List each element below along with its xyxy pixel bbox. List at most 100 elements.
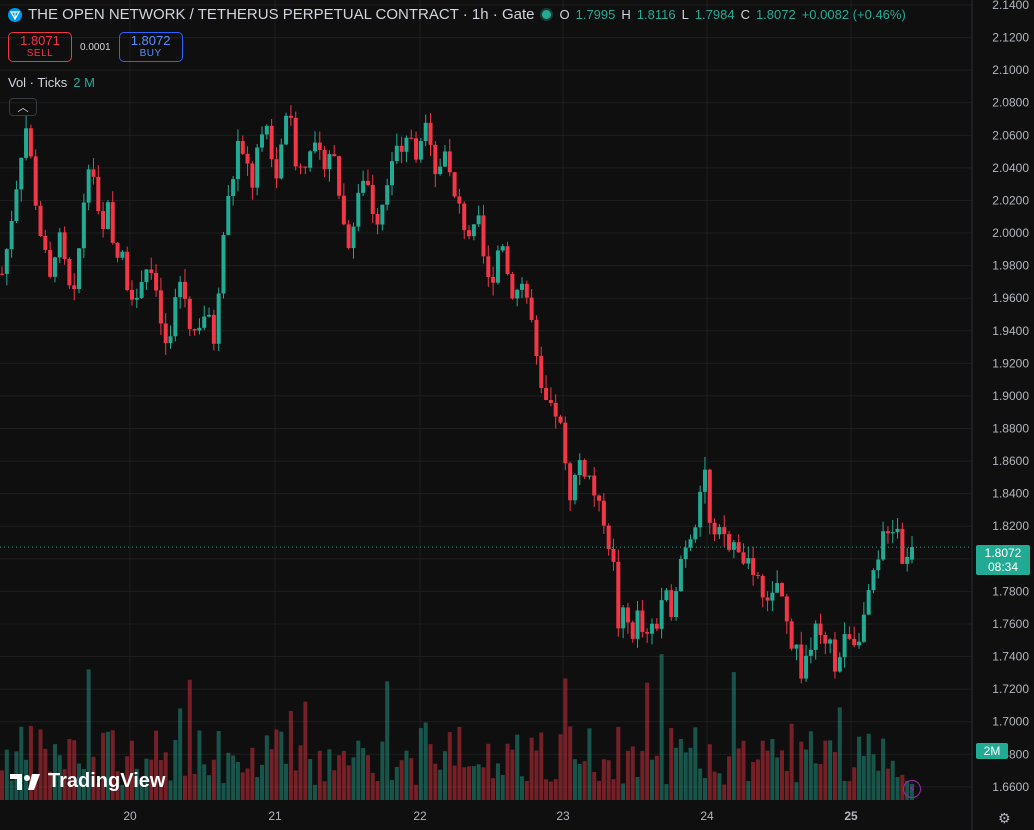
volume-bar [28,725,33,800]
candle-body [274,159,279,179]
x-tick-label: 24 [700,809,714,823]
high-label: H [621,7,631,22]
y-tick-label: 2.1200 [992,31,1029,45]
chevron-up-icon: ︿ [17,102,29,114]
candle-body [250,163,255,188]
candle-body [616,561,621,629]
candle-body [197,327,202,331]
volume-bar [780,750,784,800]
market-status-icon[interactable] [540,8,554,21]
volume-bar [91,756,96,800]
symbol-header: THE OPEN NETWORK / TETHERUS PERPETUAL CO… [8,6,906,23]
volume-bar [447,732,452,800]
candle-body [645,632,650,634]
volume-bar [284,763,289,800]
volume-bar [337,755,342,800]
candle-body [308,151,313,168]
candle-body [563,422,568,464]
volume-bar [390,779,394,800]
candle-body [568,463,573,501]
volume-bar [139,780,144,800]
volume-bar [231,755,236,800]
volume-legend[interactable]: Vol · Ticks 2 M [8,75,95,90]
volume-bar [881,738,886,800]
buy-button[interactable]: 1.8072 BUY [118,32,183,62]
lightning-icon[interactable]: ⚡ [903,780,921,798]
candle-body [683,547,688,560]
volume-bar [702,777,707,800]
candle-body [895,528,900,533]
candle-body [837,657,842,672]
candle-body [544,387,549,401]
sell-button[interactable]: 1.8071 SELL [8,32,72,62]
settings-gear-icon[interactable]: ⚙ [998,810,1011,826]
symbol-title[interactable]: THE OPEN NETWORK / TETHERUS PERPETUAL CO… [28,6,535,23]
volume-bar [645,682,650,800]
volume-bar [650,759,654,800]
volume-bar [442,751,447,800]
x-tick-label: 23 [556,809,570,823]
volume-bar [548,781,553,800]
candle-body [832,639,837,672]
candle-body [24,128,29,158]
volume-bar [717,773,722,800]
y-tick-label: 2.0200 [992,193,1029,207]
candle-body [361,180,366,193]
volume-bar [202,764,207,800]
volume-bar [182,775,187,800]
candle-body [192,329,197,331]
volume-bar [544,779,549,800]
candle-body [693,527,698,540]
volume-bar [823,740,828,800]
volume-bar [621,783,626,800]
volume-bar [414,784,419,800]
volume-bar [322,781,327,800]
tradingview-wordmark: TradingView [48,770,166,792]
volume-bar [81,768,86,800]
volume-bar [601,759,606,800]
candle-body [356,192,361,227]
candle-body [211,314,216,344]
volume-bar [852,767,857,800]
candle-body [216,293,221,344]
volume-bar [486,743,491,800]
candle-body [399,145,404,152]
volume-bar [125,756,130,800]
y-tick-label: 1.8800 [992,422,1029,436]
volume-bar [197,730,202,800]
candle-body [365,180,370,185]
candle-body [717,527,722,535]
candle-body [890,532,895,534]
volume-bar [582,761,587,800]
ton-coin-icon [8,7,22,22]
candle-body [746,558,751,564]
volume-bar [755,759,760,800]
volume-bar [226,752,231,800]
x-tick-label: 20 [123,809,137,823]
candle-body [394,145,399,162]
volume-bar [308,759,313,800]
change-value: +0.0082 (+0.46%) [801,7,906,22]
collapse-legend-button[interactable]: ︿ [9,98,37,116]
y-tick-label: 1.8600 [992,454,1029,468]
candle-body [38,205,43,236]
tradingview-logo[interactable]: TradingView [10,770,165,793]
volume-bar [832,752,837,800]
volume-bar [558,734,563,800]
volume-bar [48,771,53,800]
candle-body [264,125,269,135]
candle-body [736,542,741,553]
volume-bar [818,763,823,800]
candle-body [178,281,183,298]
candle-body [524,283,529,298]
candle-body [105,202,110,229]
candle-body [0,273,4,275]
candle-body [625,607,630,623]
volume-bar [505,743,510,800]
candle-body [495,250,500,283]
candle-body [592,475,597,496]
candle-body [476,215,481,225]
volume-bar [698,768,703,800]
